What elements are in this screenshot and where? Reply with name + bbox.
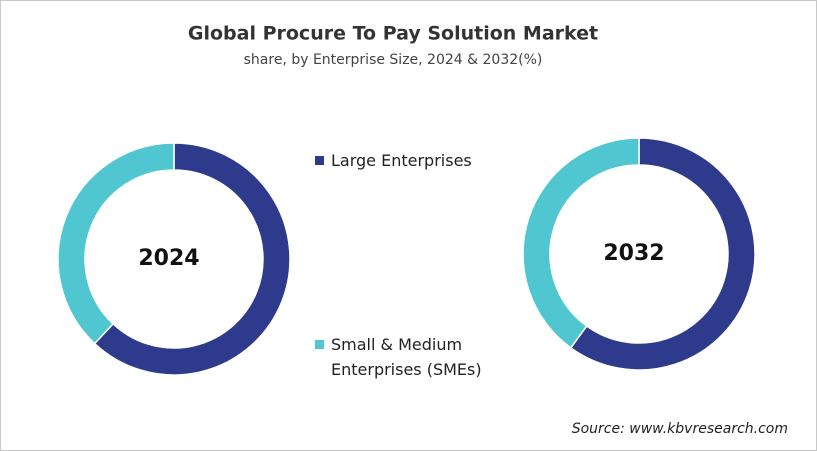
chart-subtitle: share, by Enterprise Size, 2024 & 2032(%… [244,52,543,68]
legend-item: Large Enterprises [315,148,505,173]
donut-segment [93,142,291,376]
donut-segment [57,142,175,345]
center-label: 2024 [138,246,199,271]
chart-title: Global Procure To Pay Solution Market [188,23,598,45]
legend-label: Large Enterprises [331,151,472,170]
center-label: 2032 [603,241,664,266]
donut-segment [522,137,640,349]
legend-swatch [315,340,324,349]
legend-label: Small & Medium Enterprises (SMEs) [331,335,482,379]
legend-swatch [315,156,324,165]
source: Source: www.kbvresearch.com [572,421,788,437]
donut-segment [569,137,756,371]
legend-item: Small & Medium Enterprises (SMEs) [315,332,505,382]
